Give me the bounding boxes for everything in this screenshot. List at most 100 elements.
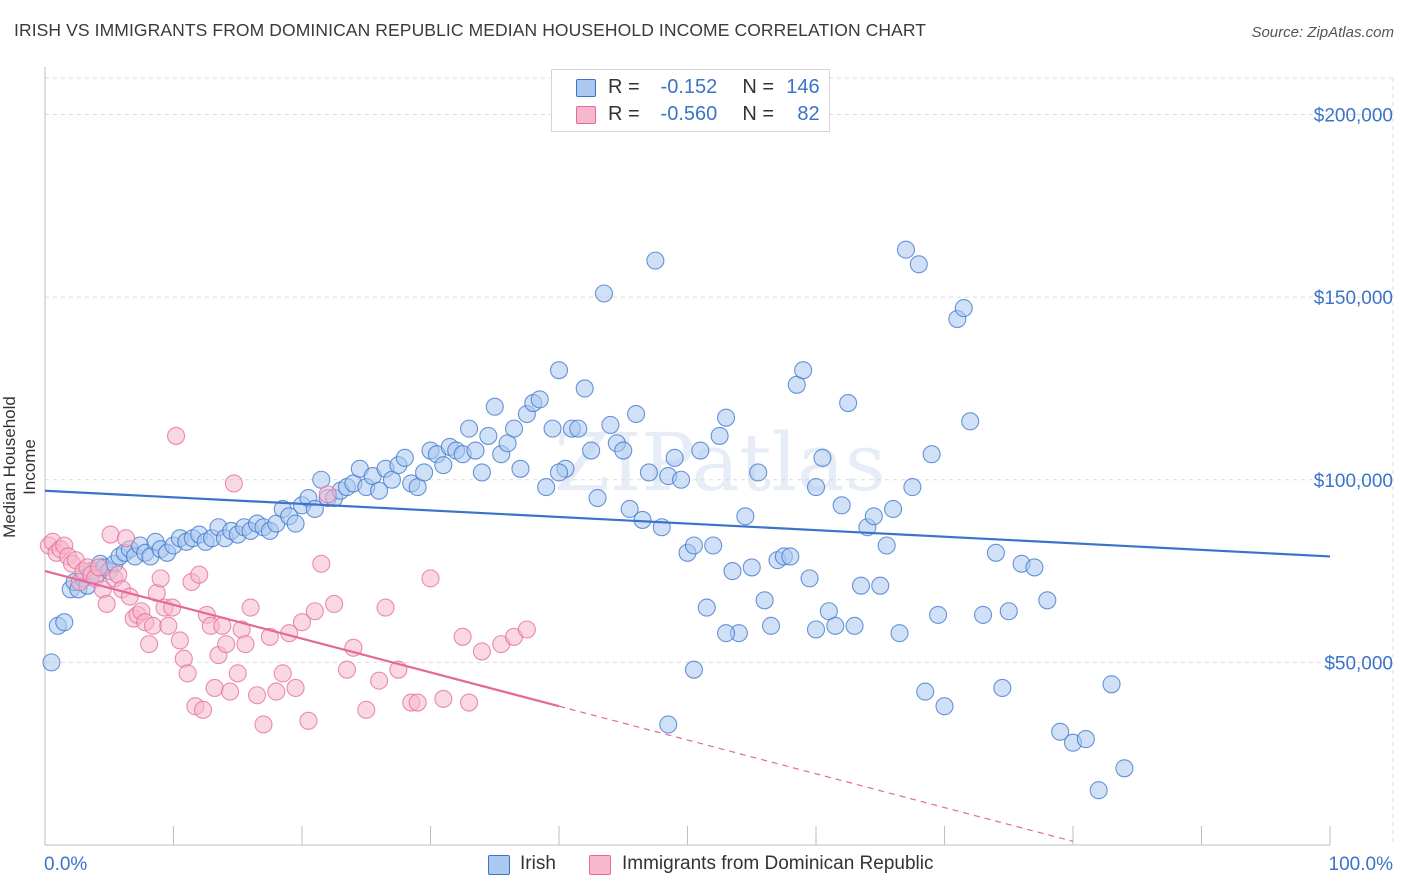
irish-point [884, 499, 903, 519]
irish-point [459, 419, 479, 438]
irish-point [839, 394, 858, 413]
irish-point [806, 478, 826, 497]
dominican-point [101, 525, 120, 544]
dominican-point [163, 598, 182, 617]
irish-point [684, 536, 703, 555]
irish-point [434, 456, 453, 475]
irish-point [986, 543, 1005, 562]
irish-point [993, 678, 1012, 697]
irish-point [736, 507, 755, 526]
dominican-point [220, 682, 240, 701]
dominican-point [305, 602, 324, 621]
irish-point [1115, 759, 1134, 778]
irish-point [1038, 591, 1057, 610]
x-tick-label-min: 0.0% [44, 854, 87, 875]
irish-point [973, 605, 993, 624]
dominican-point [286, 678, 305, 697]
chart-source: Source: ZipAtlas.com [1251, 24, 1394, 41]
irish-point [543, 419, 562, 438]
dominican-r-label: R = [608, 103, 640, 125]
irish-point [916, 682, 935, 701]
irish-point [954, 299, 973, 318]
dominican-point [97, 594, 116, 613]
irish-point [755, 591, 774, 610]
irish-point [472, 463, 491, 482]
irish-point [716, 408, 736, 427]
irish-point [851, 576, 871, 595]
dominican-point [421, 569, 440, 588]
irish-point [710, 426, 729, 445]
dominican-trend-line [44, 570, 560, 708]
irish-point [286, 514, 305, 533]
dominican-point [205, 678, 224, 697]
irish-point [704, 536, 723, 555]
dominican-point [217, 635, 236, 654]
dominican-trend-extension [558, 705, 1074, 842]
irish-point [864, 507, 883, 526]
irish-point [395, 448, 414, 467]
dominican-point [376, 598, 395, 617]
irish-point [504, 419, 524, 438]
irish-point [1025, 558, 1044, 577]
irish-point [614, 441, 633, 460]
dominican-point [312, 554, 331, 573]
irish-point [575, 379, 594, 398]
irish-point [716, 624, 736, 643]
dominican-swatch [576, 106, 596, 124]
dominican-point [459, 693, 479, 712]
irish-point [42, 653, 61, 672]
irish-point [761, 616, 781, 635]
dominican-point [434, 689, 453, 708]
dominican-n-value: 82 [797, 103, 820, 125]
bottom-legend-dominican-swatch [589, 855, 611, 875]
y-tick-label: $200,000 [1314, 106, 1393, 127]
y-tick-label: $100,000 [1314, 471, 1393, 492]
irish-point [697, 598, 716, 617]
irish-point [627, 404, 646, 424]
irish-point [909, 255, 928, 274]
irish-point [646, 251, 665, 270]
chart-title: IRISH VS IMMIGRANTS FROM DOMINICAN REPUB… [14, 20, 927, 40]
irish-point [479, 426, 498, 445]
dominican-point [254, 715, 273, 734]
dominican-point [318, 485, 337, 504]
y-axis-label: Median Household Income [0, 396, 39, 538]
dominican-point [408, 693, 427, 712]
dominican-point [517, 620, 536, 639]
bottom-legend-dominican-label: Immigrants from Dominican Republic [622, 853, 934, 874]
irish-point [601, 415, 620, 435]
dominican-point [167, 426, 186, 445]
dominican-point [89, 558, 109, 577]
irish-point [549, 463, 569, 482]
dominican-point [453, 627, 472, 646]
dominican-point [224, 474, 243, 493]
irish-point [415, 463, 434, 482]
irish-point [684, 660, 703, 679]
dominican-point [260, 627, 279, 646]
irish-point [877, 536, 896, 555]
irish-point [672, 470, 691, 489]
dominican-point [472, 642, 491, 661]
irish-r-value: -0.152 [660, 76, 718, 98]
irish-point [665, 448, 684, 467]
irish-point [582, 441, 601, 460]
irish-point [826, 616, 845, 635]
irish-point [800, 569, 819, 588]
irish-point [588, 488, 607, 508]
irish-trend-line [44, 489, 1331, 558]
dominican-point [228, 664, 247, 683]
dominican-point [292, 613, 312, 632]
irish-point [999, 602, 1018, 621]
dominican-point [299, 711, 318, 730]
irish-point [929, 605, 948, 624]
irish-point [903, 478, 922, 497]
irish-n-label: N = [742, 76, 775, 98]
irish-point [871, 576, 890, 595]
irish-point [896, 240, 916, 259]
irish-point [781, 547, 800, 566]
irish-point [749, 463, 768, 482]
irish-point [485, 397, 504, 416]
dominican-point [178, 664, 197, 683]
bottom-legend-irish-swatch [488, 855, 510, 875]
